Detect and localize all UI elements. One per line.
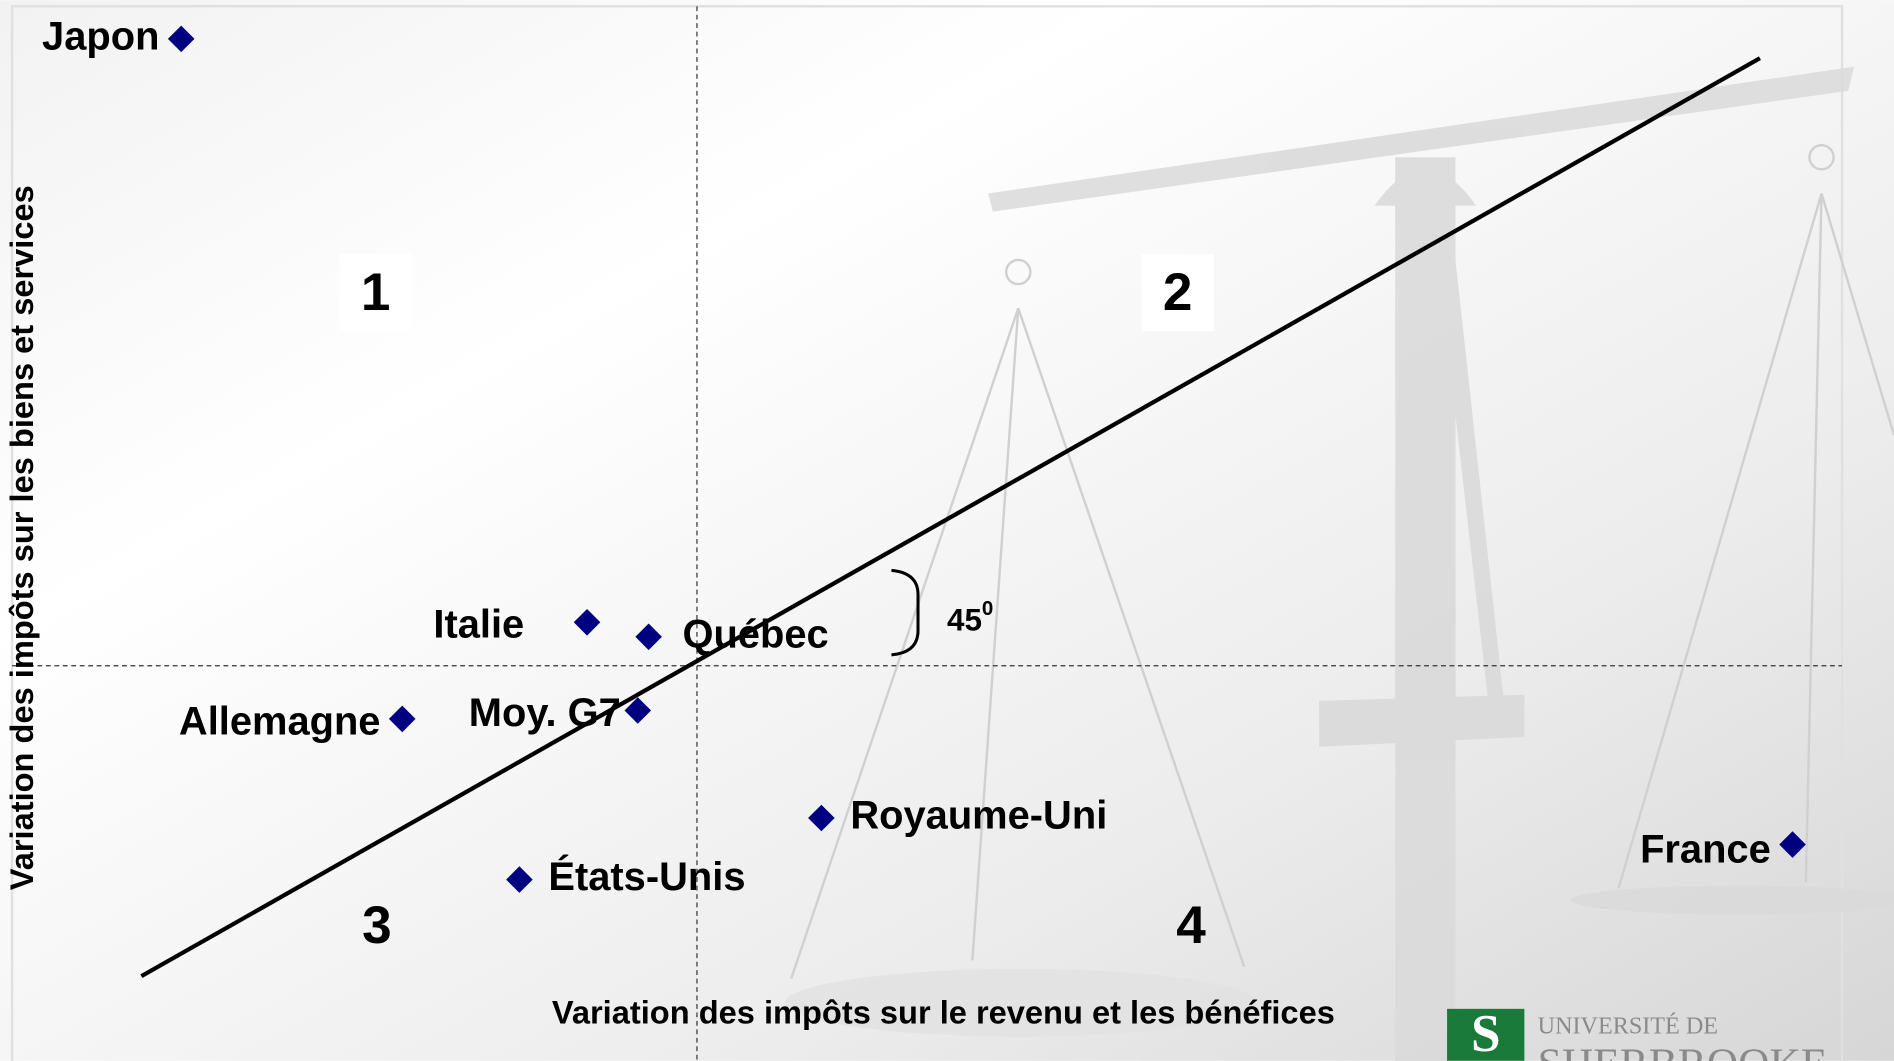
angle-bracket [891,568,920,657]
data-point [388,705,416,733]
point-label: Québec [682,612,828,656]
point-label: Japon [42,14,159,58]
quadrant-label: 4 [1176,896,1206,955]
logo-letter: S [1471,1005,1501,1061]
point-label: Royaume-Uni [850,794,1107,838]
angle-label: 450 [947,598,993,638]
point-label: Allemagne [179,699,381,743]
balance-strings [790,143,1894,980]
point-label: France [1640,827,1771,871]
reference-line [140,56,1761,979]
quadrant-label: 1 [361,263,391,322]
point-label: Italie [433,603,524,647]
quadrant-label: 3 [362,896,392,955]
y-axis-label: Variation des impôts sur les biens et se… [3,185,40,890]
point-label: États-Unis [548,854,745,899]
data-point [506,866,533,893]
angle-value: 45 [947,603,982,638]
balance-illustration [785,66,1894,1061]
logo-mark [1447,1008,1525,1061]
point-label: Moy. G7 [469,691,621,735]
quadrant-box [1141,253,1214,332]
logo-line2: SHERBROOKE [1538,1040,1828,1061]
angle-superscript: 0 [982,598,993,621]
quadrant-box [339,253,412,332]
data-point [624,697,652,724]
data-point [635,623,662,651]
data-point [808,804,835,832]
logo-line1: UNIVERSITÉ DE [1538,1012,1718,1040]
quadrant-label: 2 [1163,263,1193,322]
data-point [1779,831,1806,858]
x-axis-label: Variation des impôts sur le revenu et le… [552,993,1335,1030]
plot-frame [10,5,1844,1061]
